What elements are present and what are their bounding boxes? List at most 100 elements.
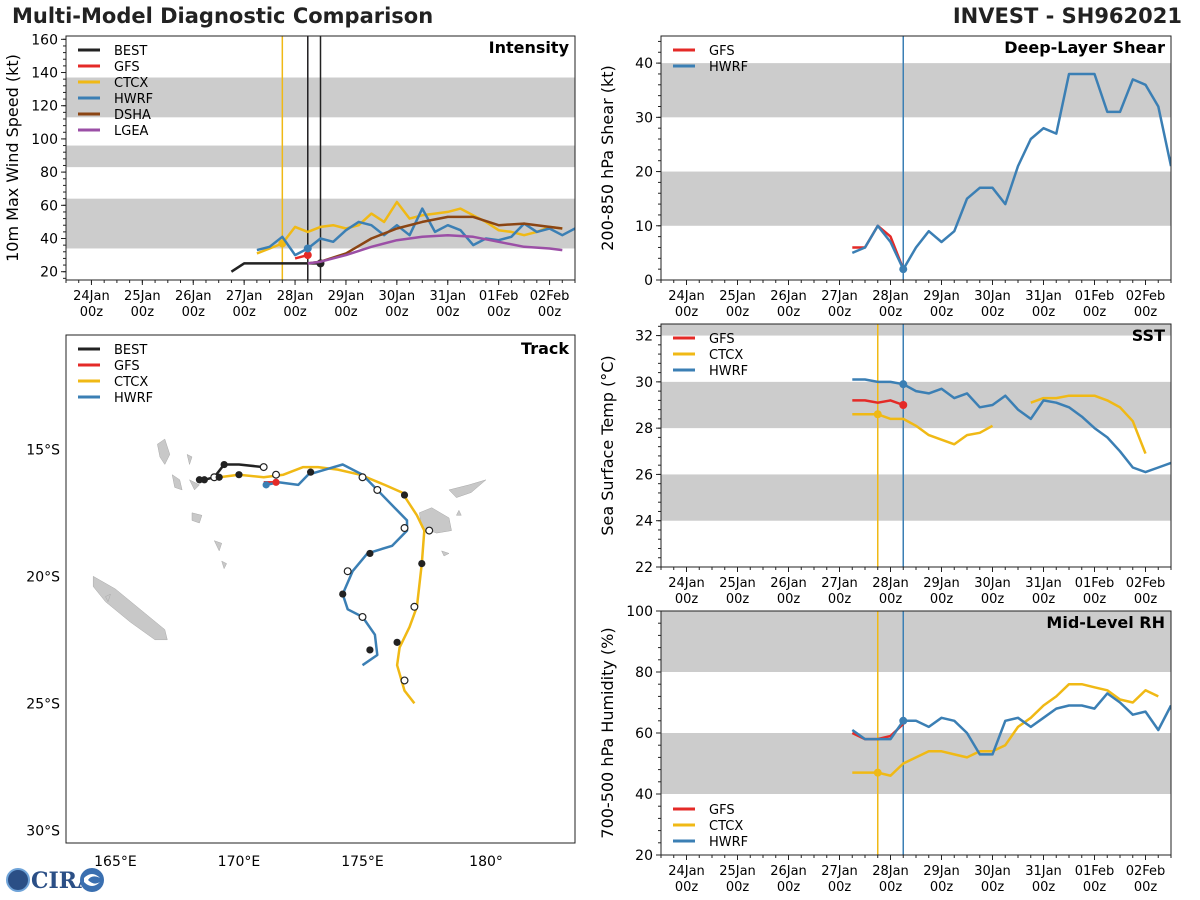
- x-tick-label: 29Jan 00z: [923, 289, 960, 320]
- lat-tick-label: 25°S: [26, 696, 60, 712]
- track-marker-open: [400, 676, 409, 685]
- x-tick-label-line: 28Jan: [277, 289, 314, 304]
- legend-label-lgea: LGEA: [114, 124, 149, 139]
- x-tick-label-line: 00z: [1083, 592, 1107, 607]
- x-tick-label: 30Jan 00z: [974, 576, 1011, 607]
- y-tick-label: 60: [40, 198, 58, 214]
- x-tick-label: 25Jan 00z: [719, 289, 756, 320]
- x-tick-label-line: 00z: [436, 305, 460, 320]
- series-marker-hwrf: [899, 380, 908, 389]
- x-tick-label-line: 00z: [1032, 305, 1056, 320]
- globe-icon: [7, 869, 29, 891]
- legend-label-gfs: GFS: [709, 803, 735, 818]
- y-tick-label: 10: [635, 219, 653, 235]
- land-mass: [157, 438, 171, 466]
- x-tick-label-line: 01Feb: [1075, 289, 1115, 304]
- x-tick-label-line: 00z: [930, 305, 954, 320]
- y-axis-label: 700-500 hPa Humidity (%): [598, 627, 617, 838]
- x-tick-label-line: 00z: [232, 305, 256, 320]
- x-tick-label-line: 28Jan: [872, 576, 909, 591]
- x-tick-label: 27Jan 00z: [226, 289, 263, 320]
- x-tick-label: 02Feb 00z: [530, 289, 570, 320]
- x-tick-label: 29Jan 00z: [328, 289, 365, 320]
- x-tick-label-line: 25Jan: [719, 289, 756, 304]
- legend-label-hwrf: HWRF: [114, 391, 153, 406]
- x-tick-label-line: 28Jan: [872, 864, 909, 879]
- x-tick-label-line: 00z: [879, 880, 903, 895]
- y-tick-label: 40: [635, 787, 653, 803]
- series-line-ctcx: [1030, 394, 1147, 455]
- track-marker-filled: [366, 549, 374, 558]
- x-tick-label-line: 30Jan: [379, 289, 416, 304]
- series-line-ctcx: [256, 200, 563, 255]
- legend-label-best: BEST: [114, 44, 147, 59]
- x-tick-label: 26Jan 00z: [770, 289, 807, 320]
- x-tick-label-line: 29Jan: [923, 289, 960, 304]
- x-tick-label-line: 25Jan: [124, 289, 161, 304]
- track-marker-open: [400, 524, 409, 533]
- shaded-band: [661, 381, 1171, 429]
- x-tick-label-line: 02Feb: [530, 289, 570, 304]
- y-tick-label: 120: [31, 99, 58, 115]
- x-tick-label: 24Jan 00z: [668, 864, 705, 895]
- x-tick-label-line: 24Jan: [668, 864, 705, 879]
- track-panel: 165°E 170°E 175°E 180° 15°S 20°S 25°S 30°S Track…: [26, 334, 576, 870]
- map-frame: [65, 334, 576, 844]
- track-marker-filled: [366, 646, 374, 654]
- x-tick-label: 02Feb 00z: [1126, 576, 1166, 607]
- x-tick-label: 01Feb 00z: [479, 289, 519, 320]
- x-tick-label: 26Jan 00z: [175, 289, 212, 320]
- x-tick-label-line: 27Jan: [821, 864, 858, 879]
- series-line-ctcx: [852, 682, 1159, 777]
- track-marker-open: [358, 612, 367, 621]
- x-tick-label-line: 30Jan: [974, 864, 1011, 879]
- shaded-band: [661, 733, 1171, 794]
- land-mass: [191, 512, 203, 524]
- lon-tick-label: 175°E: [341, 854, 384, 870]
- x-tick-label-line: 00z: [930, 592, 954, 607]
- x-tick-label-line: 26Jan: [770, 864, 807, 879]
- rh-plot-area: [661, 611, 1171, 855]
- y-tick-label: 40: [40, 232, 58, 248]
- track-marker-open: [410, 602, 419, 611]
- y-tick-label: 60: [635, 726, 653, 742]
- shear-plot-area: [661, 36, 1171, 280]
- storm-id-title: INVEST - SH962021: [952, 4, 1182, 28]
- legend-label-ctcx: CTCX: [709, 819, 743, 834]
- x-tick-label-line: 29Jan: [923, 864, 960, 879]
- x-tick-label-line: 28Jan: [872, 289, 909, 304]
- series-marker-ctcx: [873, 410, 882, 419]
- x-tick-label-line: 00z: [828, 880, 852, 895]
- land-mass: [221, 560, 227, 570]
- shaded-band: [661, 324, 1171, 336]
- x-tick-label: 01Feb 00z: [1075, 576, 1115, 607]
- x-tick-label-line: 27Jan: [226, 289, 263, 304]
- land-mass: [213, 540, 223, 552]
- track-marker-filled: [200, 476, 208, 484]
- x-tick-label-line: 00z: [283, 305, 307, 320]
- track-marker-filled: [220, 460, 228, 469]
- x-tick-label-line: 00z: [1032, 880, 1056, 895]
- x-tick-label-line: 00z: [726, 592, 750, 607]
- lon-tick-label: 165°E: [94, 854, 137, 870]
- x-tick-label: 28Jan 00z: [872, 576, 909, 607]
- x-tick-label-line: 00z: [334, 305, 358, 320]
- land-mass: [441, 550, 450, 557]
- land-mass: [448, 479, 487, 498]
- x-tick-label-line: 27Jan: [821, 576, 858, 591]
- x-tick-label-line: 24Jan: [73, 289, 110, 304]
- x-tick-label-line: 00z: [1083, 305, 1107, 320]
- x-tick-label: 01Feb 00z: [1075, 864, 1115, 895]
- y-tick-label: 20: [40, 265, 58, 281]
- cira-logo: CIRA: [6, 868, 104, 894]
- y-tick-label: 30: [635, 110, 653, 126]
- shaded-band: [661, 63, 1171, 118]
- lat-tick-label: 20°S: [26, 569, 60, 585]
- x-tick-label: 24Jan 00z: [668, 576, 705, 607]
- series-marker-hwrf: [899, 265, 908, 274]
- x-tick-label: 02Feb 00z: [1126, 289, 1166, 320]
- y-tick-label: 100: [626, 604, 653, 620]
- x-tick-label: 30Jan 00z: [974, 864, 1011, 895]
